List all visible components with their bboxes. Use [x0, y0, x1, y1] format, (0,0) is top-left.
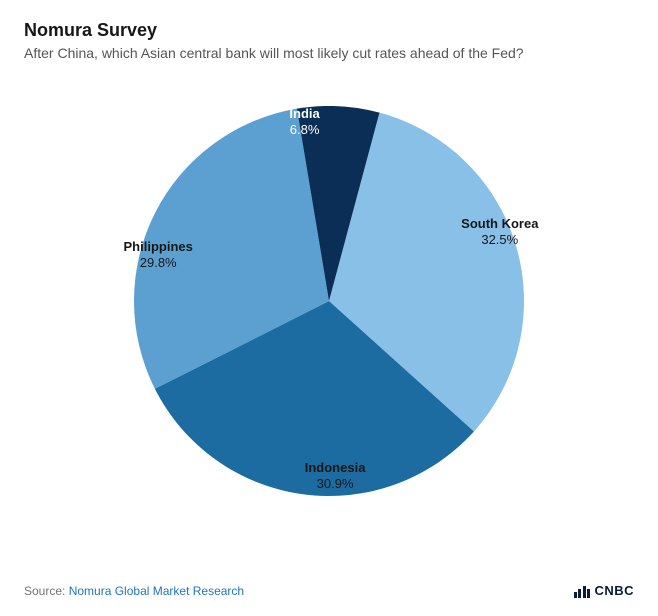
source-line: Source: Nomura Global Market Research: [24, 584, 244, 598]
source-prefix: Source:: [24, 584, 69, 598]
source-link[interactable]: Nomura Global Market Research: [69, 584, 244, 598]
logo-bars-icon: [574, 586, 591, 598]
chart-footer: Source: Nomura Global Market Research CN…: [24, 583, 634, 598]
chart-subtitle: After China, which Asian central bank wi…: [24, 45, 634, 61]
pie-chart: South Korea32.5%Indonesia30.9%Philippine…: [24, 71, 634, 531]
logo-text: CNBC: [594, 583, 634, 598]
cnbc-logo: CNBC: [574, 583, 634, 598]
pie-svg: [134, 106, 524, 496]
chart-title: Nomura Survey: [24, 20, 634, 41]
